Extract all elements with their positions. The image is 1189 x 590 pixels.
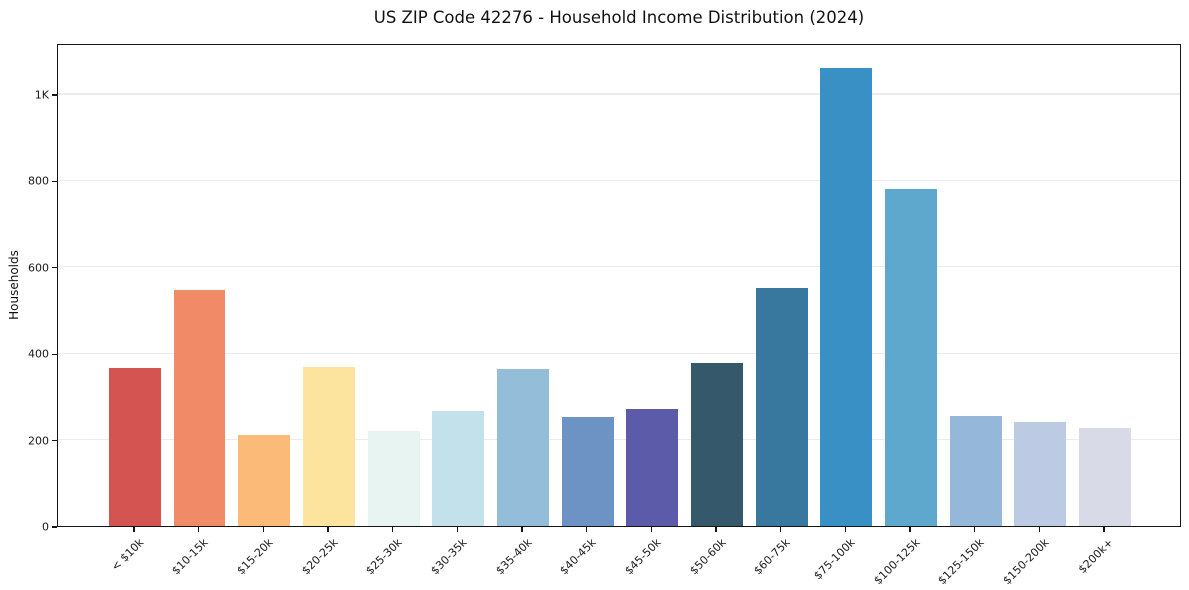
y-tick-label: 400: [28, 347, 49, 361]
x-tick-mark: [521, 527, 523, 532]
x-tick-mark: [715, 527, 717, 532]
x-tick-label: $100-125k: [871, 536, 923, 588]
bar-150-200k: [1014, 421, 1067, 526]
bar-10k: [109, 368, 161, 526]
x-tick-mark: [1103, 527, 1105, 532]
bar-35-40k: [497, 369, 549, 526]
bar-200k: [1079, 427, 1131, 526]
x-tick-mark: [1038, 527, 1040, 532]
x-tick-label: $20-25k: [298, 536, 341, 578]
bar-10-15k: [173, 290, 226, 526]
x-tick-mark: [198, 527, 200, 532]
bar-45-50k: [626, 408, 679, 526]
y-tick-label: 600: [28, 261, 49, 275]
x-tick-mark: [780, 527, 782, 532]
x-tick-label: $75-100k: [811, 536, 858, 583]
y-tick-mark: [52, 526, 57, 528]
chart-title: US ZIP Code 42276 - Household Income Dis…: [373, 8, 865, 27]
x-tick-mark: [650, 527, 652, 532]
y-tick-mark: [52, 267, 57, 269]
y-tick-label: 0: [42, 520, 49, 534]
bar-60-75k: [755, 288, 808, 526]
x-tick-label: < $10k: [108, 536, 147, 574]
y-tick-label: 800: [28, 174, 49, 188]
x-tick-mark: [456, 527, 458, 532]
y-tick-mark: [52, 180, 57, 182]
y-tick-mark: [52, 353, 57, 355]
x-tick-label: $50-60k: [686, 536, 729, 578]
bar-75-100k: [820, 68, 873, 526]
bar-40-45k: [561, 416, 614, 526]
bar-20-25k: [303, 367, 355, 526]
bar-25-30k: [367, 430, 420, 526]
x-tick-mark: [133, 527, 135, 532]
x-tick-label: $35-40k: [492, 536, 535, 578]
x-tick-mark: [844, 527, 846, 532]
x-tick-label: $125-150k: [935, 536, 987, 588]
gridline-200: [58, 439, 1180, 441]
gridline-1K: [58, 93, 1180, 95]
x-tick-mark: [262, 527, 264, 532]
x-tick-label: $40-45k: [557, 536, 599, 578]
bar-15-20k: [238, 435, 291, 526]
x-tick-label: $200k+: [1076, 536, 1117, 577]
y-tick-mark: [52, 94, 57, 96]
x-tick-label: $150-200k: [1000, 536, 1052, 588]
plot-area: [57, 44, 1181, 527]
x-tick-mark: [909, 527, 911, 532]
y-tick-label: 200: [28, 434, 49, 448]
x-tick-label: $45-50k: [622, 536, 664, 578]
bar-50-60k: [691, 363, 743, 526]
gridline-400: [58, 352, 1180, 354]
x-tick-label: $15-20k: [234, 536, 276, 578]
y-tick-mark: [52, 439, 57, 442]
x-tick-mark: [586, 527, 588, 532]
x-tick-label: $25-30k: [363, 536, 405, 578]
x-tick-mark: [327, 527, 329, 532]
x-tick-label: $10-15k: [169, 536, 211, 578]
x-tick-label: $30-35k: [428, 536, 470, 578]
bar-100-125k: [885, 188, 937, 526]
x-tick-label: $60-75k: [751, 536, 793, 578]
x-tick-mark: [392, 527, 394, 532]
gridline-800: [58, 179, 1180, 181]
bar-30-35k: [432, 411, 485, 526]
gridline-600: [58, 266, 1180, 268]
y-tick-label: 1K: [34, 88, 49, 102]
bar-125-150k: [949, 416, 1002, 526]
x-tick-mark: [974, 527, 976, 532]
